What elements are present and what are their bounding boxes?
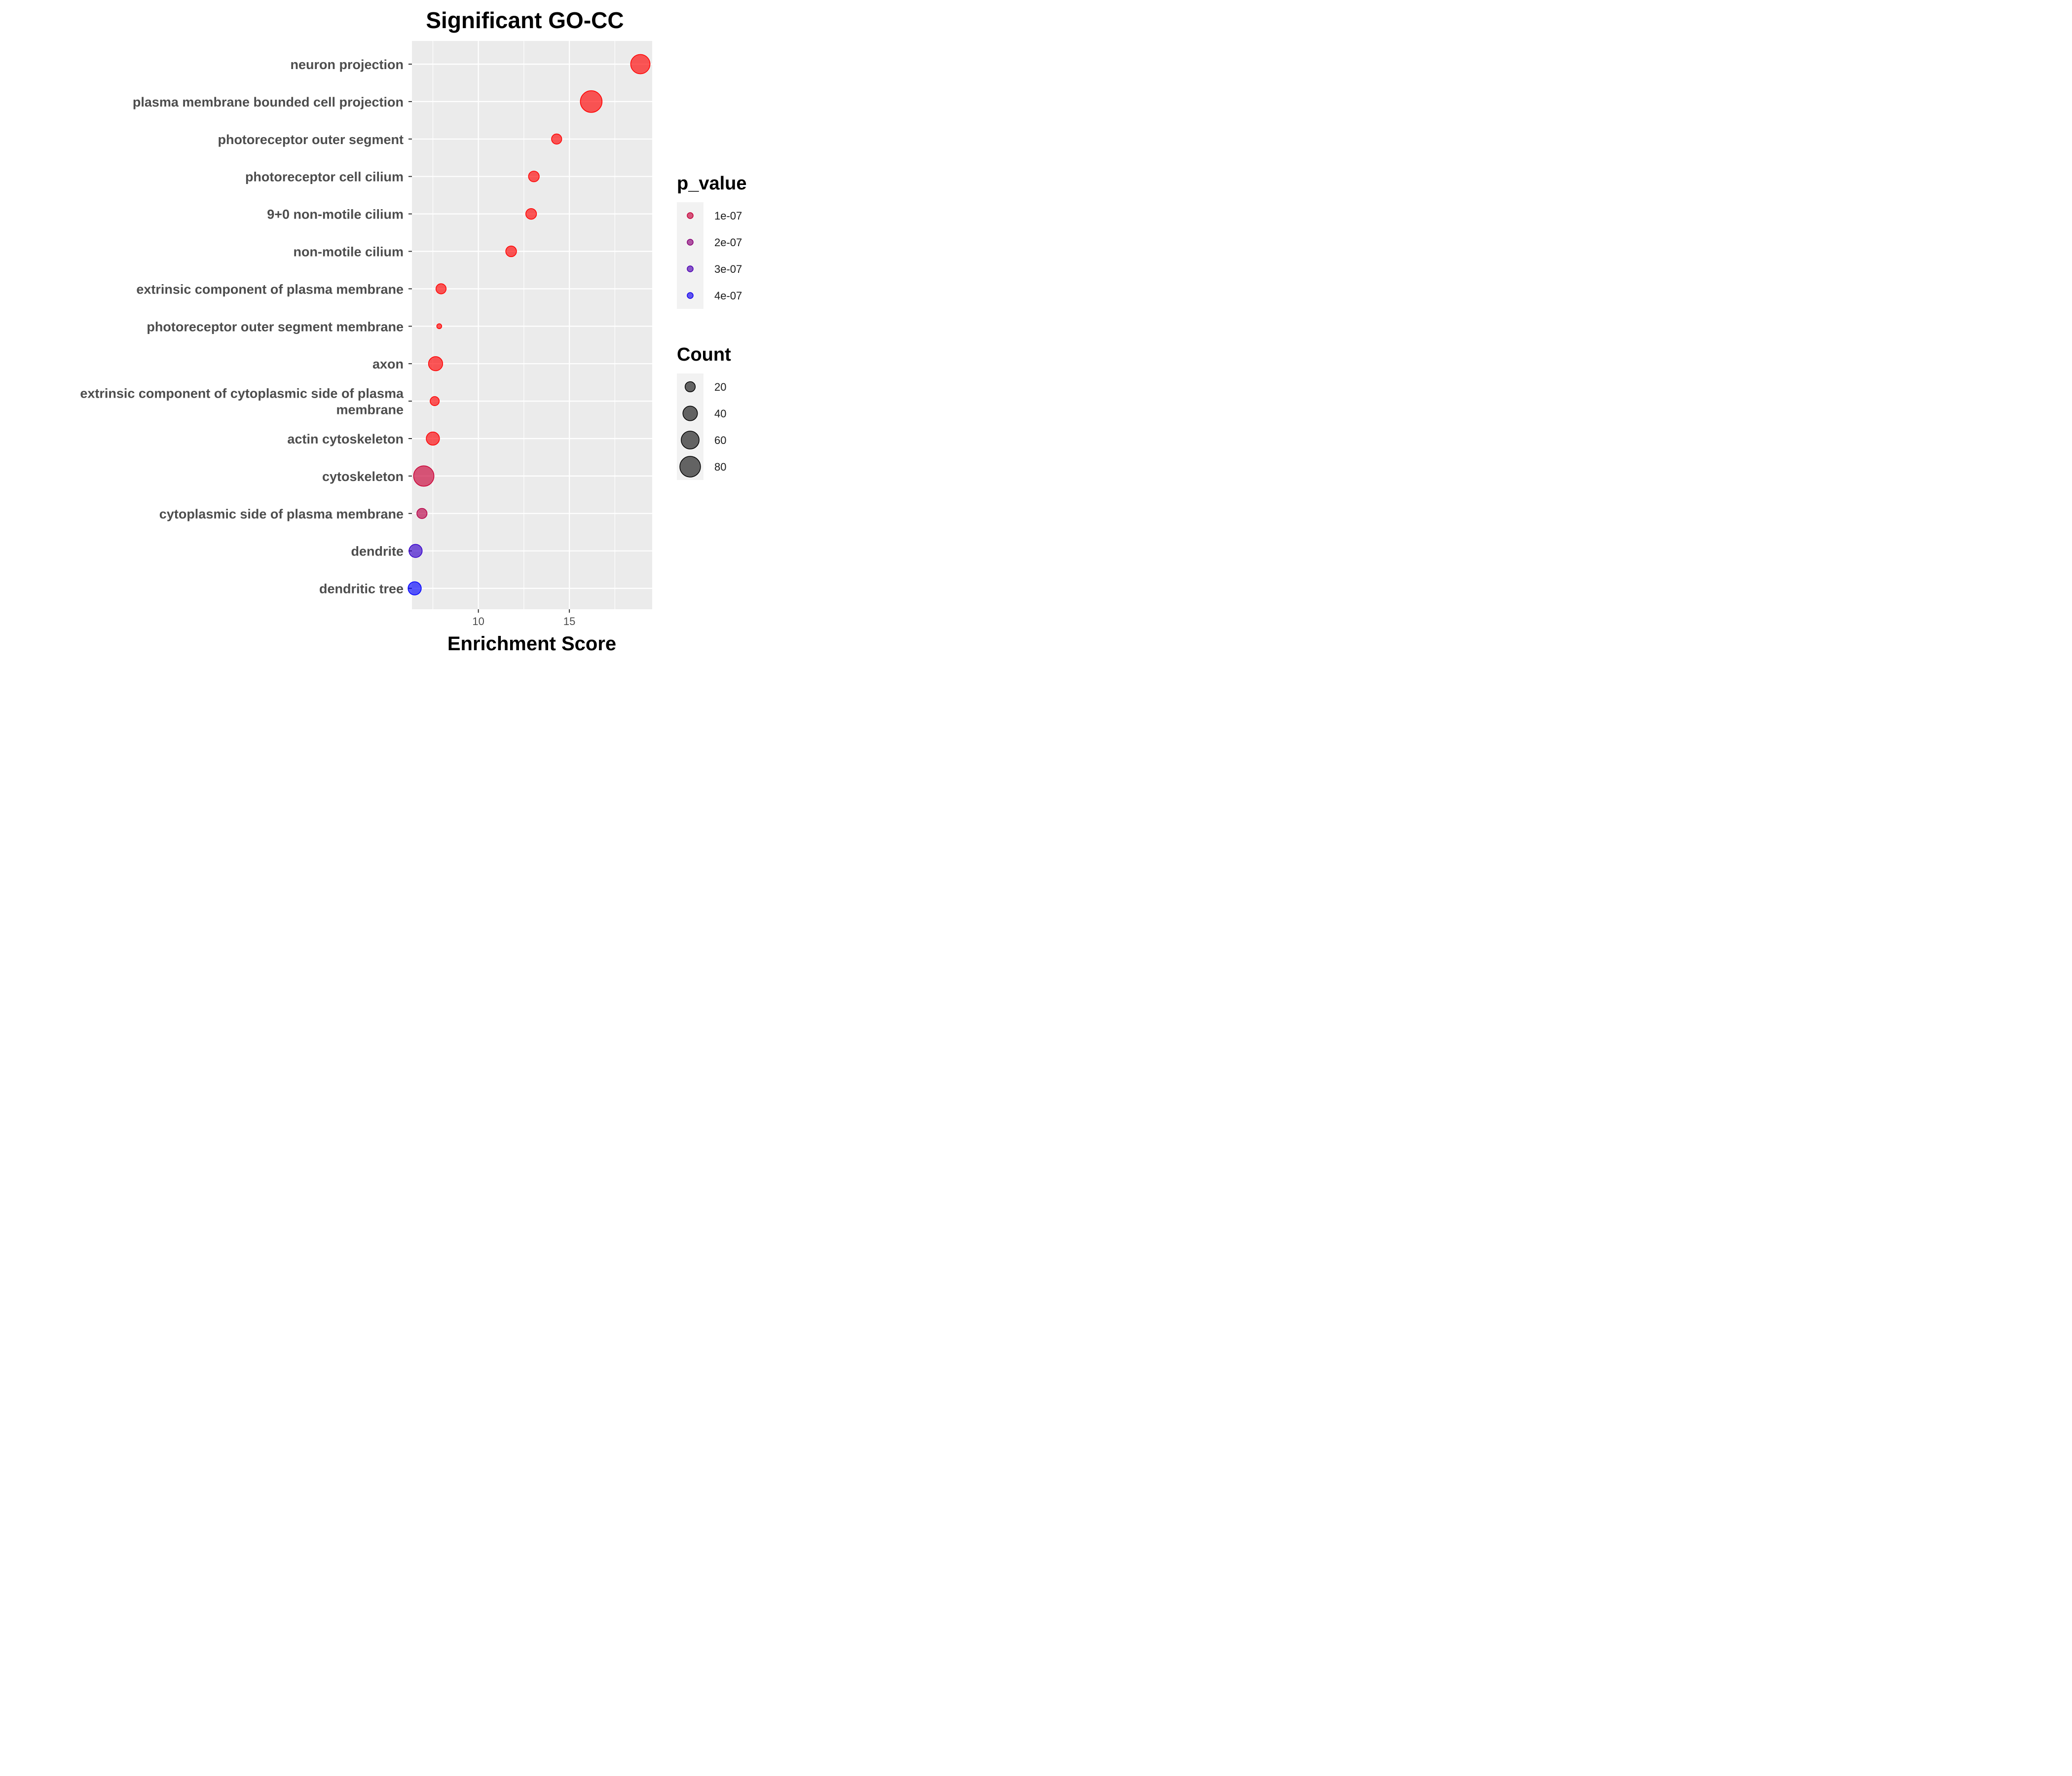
point-9-0-non-motile-cilium — [525, 208, 537, 220]
point-dendrite — [408, 544, 423, 558]
y-tick-label-dendritic-tree: dendritic tree — [319, 582, 404, 596]
y-tick-label-neuron-projection: neuron projection — [291, 57, 404, 72]
point-photoreceptor-outer-segment-membrane — [436, 323, 443, 330]
count-legend-key — [681, 431, 700, 449]
x-axis-tick-labels: 10 15 — [472, 609, 575, 628]
plot-panel — [412, 41, 652, 609]
point-extrinsic-component-of-cytoplasmic-side-of-plasma-membrane — [430, 396, 440, 407]
count-legend-key — [682, 406, 698, 421]
p-value-legend-key — [687, 265, 694, 272]
panel-background — [412, 41, 652, 609]
count-legend-label: 60 — [714, 434, 726, 446]
p-value-legend-key — [687, 239, 694, 246]
p-value-legend-label: 2e-07 — [714, 236, 742, 249]
point-cytoskeleton — [413, 465, 435, 487]
y-axis-tick-labels: neuron projection plasma membrane bounded… — [80, 57, 412, 596]
p-value-legend-keys — [677, 202, 703, 309]
y-tick-label-extrinsic-component-of-plasma-membrane: extrinsic component of plasma membrane — [136, 282, 404, 296]
y-tick-label-photoreceptor-outer-segment-membrane: photoreceptor outer segment membrane — [147, 319, 404, 334]
y-tick-label-actin-cytoskeleton: actin cytoskeleton — [287, 432, 404, 446]
x-tick-label: 15 — [563, 615, 575, 628]
point-non-motile-cilium — [505, 245, 517, 258]
p-value-legend-title: p_value — [677, 173, 747, 194]
y-tick-label-9-0-non-motile-cilium: 9+0 non-motile cilium — [267, 207, 404, 222]
y-tick-label-cytoskeleton: cytoskeleton — [322, 469, 404, 484]
count-legend-key — [684, 381, 696, 393]
p-value-legend: p_value 1e-07 2e-07 3e-07 4e-07 — [677, 173, 747, 309]
count-legend-label: 80 — [714, 461, 726, 473]
y-tick-label-non-motile-cilium: non-motile cilium — [293, 245, 404, 259]
y-tick-label-plasma-membrane-bounded-cell-projection: plasma membrane bounded cell projection — [133, 95, 404, 110]
y-tick-label-cytoplasmic-side-of-plasma-membrane: cytoplasmic side of plasma membrane — [159, 507, 404, 521]
point-plasma-membrane-bounded-cell-projection — [580, 90, 603, 113]
point-photoreceptor-outer-segment — [551, 133, 562, 145]
point-dendritic-tree — [407, 581, 422, 595]
y-tick-label-extrinsic-component-of-cytoplasmic-side-of-plasma-membrane: extrinsic component of cytoplasmic side … — [80, 386, 404, 417]
data-points — [407, 54, 651, 595]
count-legend-label: 20 — [714, 381, 726, 393]
x-tick-label: 10 — [472, 615, 484, 628]
p-value-legend-key — [687, 292, 694, 299]
p-value-legend-label: 1e-07 — [714, 210, 742, 222]
point-photoreceptor-cell-cilium — [528, 171, 540, 183]
point-neuron-projection — [630, 54, 651, 74]
p-value-legend-key — [687, 212, 694, 219]
p-value-legend-label: 4e-07 — [714, 290, 742, 302]
count-legend-label: 40 — [714, 407, 726, 420]
point-axon — [428, 356, 444, 371]
chart-stage: Significant GO-CC neuron projection plasm… — [0, 0, 770, 659]
chart-title: Significant GO-CC — [426, 7, 624, 33]
count-legend-title: Count — [677, 344, 731, 365]
point-cytoplasmic-side-of-plasma-membrane — [416, 508, 428, 519]
dot-plot: Significant GO-CC neuron projection plasm… — [80, 7, 747, 655]
point-extrinsic-component-of-plasma-membrane — [435, 283, 447, 295]
point-actin-cytoskeleton — [426, 431, 440, 446]
p-value-legend-label: 3e-07 — [714, 263, 742, 275]
y-tick-label-axon: axon — [372, 357, 404, 371]
y-tick-label-photoreceptor-outer-segment: photoreceptor outer segment — [218, 132, 404, 147]
count-legend-key — [679, 456, 701, 478]
count-legend: Count 20 40 60 80 — [677, 344, 731, 480]
y-tick-label-photoreceptor-cell-cilium: photoreceptor cell cilium — [245, 170, 404, 185]
y-tick-label-dendrite: dendrite — [351, 544, 404, 559]
x-axis-title: Enrichment Score — [447, 633, 616, 655]
